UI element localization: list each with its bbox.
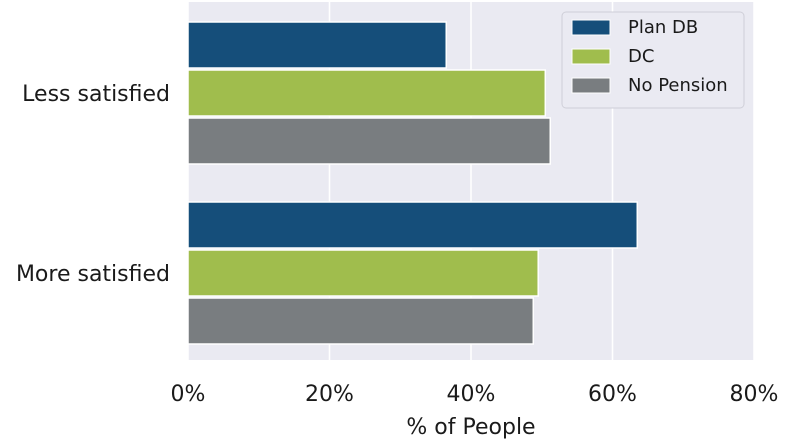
category-label: More satisfied — [16, 262, 170, 287]
category-labels: Less satisfied More satisfied — [16, 82, 170, 287]
category-label: Less satisfied — [22, 82, 170, 107]
legend-swatch — [571, 77, 611, 94]
legend-items: Plan DB DC No Pension — [571, 17, 728, 96]
x-tick-label: 60% — [588, 382, 637, 407]
bar — [187, 117, 551, 165]
x-tick-label: 20% — [305, 382, 354, 407]
x-tick-label: 40% — [447, 382, 496, 407]
bar — [187, 201, 639, 249]
x-tick-label: 80% — [730, 382, 779, 407]
bars — [187, 21, 639, 345]
legend-swatch — [571, 48, 611, 65]
bar — [187, 21, 447, 69]
x-tick-label: 0% — [171, 382, 206, 407]
bar — [187, 297, 535, 345]
bar — [187, 249, 539, 297]
legend-label: No Pension — [628, 75, 728, 96]
legend-swatch — [571, 19, 611, 36]
x-tick-labels: 0% 20% 40% 60% 80% — [171, 382, 779, 407]
bar — [187, 69, 547, 117]
legend-label: DC — [628, 46, 654, 67]
x-axis-title: % of People — [406, 415, 535, 440]
legend-label: Plan DB — [628, 17, 698, 38]
legend: Plan DB DC No Pension — [561, 11, 745, 109]
